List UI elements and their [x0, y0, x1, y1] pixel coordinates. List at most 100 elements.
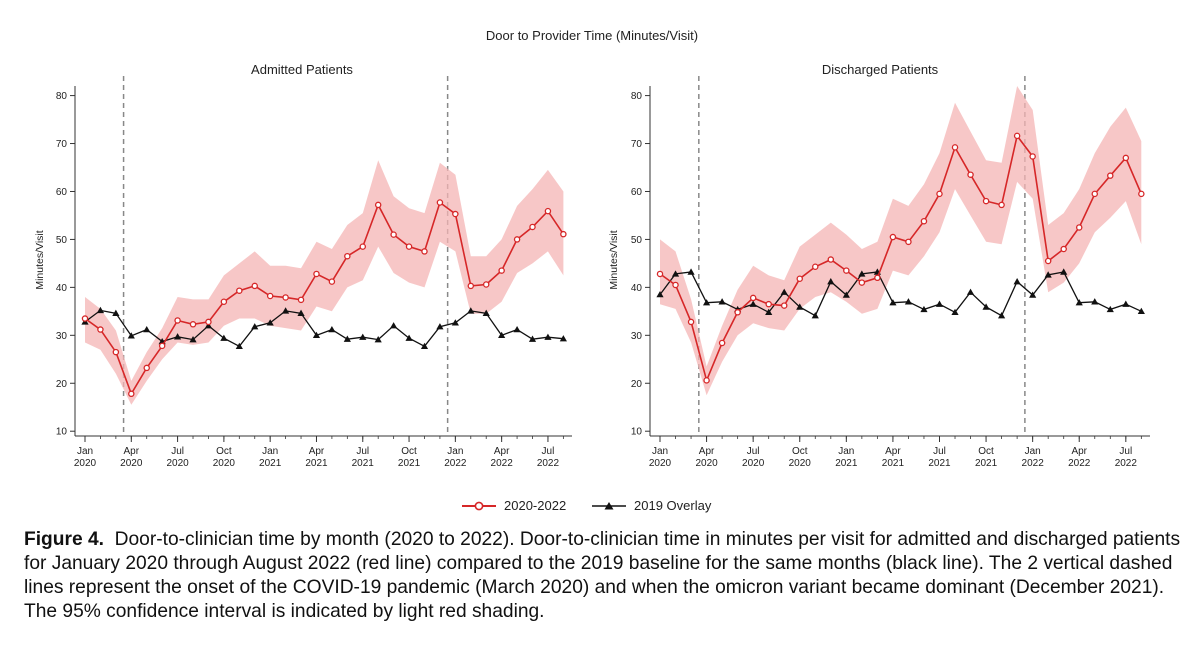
data-point-2020-2022	[1030, 154, 1035, 159]
data-point-2020-2022	[175, 318, 180, 323]
data-point-2020-2022	[859, 280, 864, 285]
legend-label-2019-overlay: 2019 Overlay	[634, 498, 712, 513]
data-point-2020-2022	[704, 378, 709, 383]
x-tick-label-year: 2022	[1115, 458, 1138, 469]
x-tick-label-month: Jan	[447, 446, 463, 457]
x-tick-label-month: Oct	[401, 446, 417, 457]
caption-text: Door-to-clinician time by month (2020 to…	[24, 529, 1180, 622]
x-tick-label-year: 2022	[444, 458, 467, 469]
x-tick-label-year: 2020	[742, 458, 765, 469]
x-tick-label-month: Jul	[747, 446, 760, 457]
caption-label: Figure 4.	[24, 529, 104, 550]
x-tick-label-year: 2020	[120, 458, 143, 469]
x-tick-label-month: Jan	[838, 446, 854, 457]
x-tick-label-year: 2020	[649, 458, 672, 469]
data-point-2020-2022	[813, 264, 818, 269]
x-tick-label-year: 2021	[305, 458, 328, 469]
data-point-2020-2022	[1092, 191, 1097, 196]
y-tick-label: 20	[56, 379, 68, 390]
y-tick-label: 30	[56, 331, 68, 342]
x-tick-label-month: Apr	[494, 446, 510, 457]
data-point-2020-2022	[720, 340, 725, 345]
data-point-2020-2022	[82, 316, 87, 321]
data-point-2020-2022	[1046, 258, 1051, 263]
data-point-2020-2022	[657, 271, 662, 276]
data-point-2020-2022	[453, 211, 458, 216]
y-tick-label: 50	[56, 235, 68, 246]
data-point-2020-2022	[283, 295, 288, 300]
x-tick-label-year: 2021	[975, 458, 998, 469]
data-point-2020-2022	[999, 202, 1004, 207]
y-tick-label: 10	[631, 427, 643, 438]
data-point-2020-2022	[144, 365, 149, 370]
figure-canvas: Door to Provider Time (Minutes/Visit) Ad…	[0, 0, 1200, 525]
y-tick-label: 40	[631, 283, 643, 294]
y-tick-label: 50	[631, 235, 643, 246]
data-point-2020-2022	[906, 239, 911, 244]
admitted-patients-chart: Admitted Patients Minutes/Visit 10203040…	[34, 62, 572, 469]
data-point-2020-2022	[499, 268, 504, 273]
y-axis-label: Minutes/Visit	[34, 230, 46, 289]
x-tick-label-month: Jan	[1025, 446, 1041, 457]
x-tick-label-month: Jul	[171, 446, 184, 457]
data-point-2020-2022	[437, 200, 442, 205]
x-tick-label-year: 2020	[74, 458, 97, 469]
x-tick-label-year: 2022	[1068, 458, 1091, 469]
y-tick-label: 60	[56, 187, 68, 198]
y-tick-label: 30	[631, 331, 643, 342]
y-tick-label: 60	[631, 187, 643, 198]
data-point-2020-2022	[673, 282, 678, 287]
x-tick-label-year: 2020	[213, 458, 236, 469]
data-point-2020-2022	[422, 249, 427, 254]
data-point-2020-2022	[875, 275, 880, 280]
data-point-2020-2022	[298, 297, 303, 302]
data-point-2020-2022	[160, 343, 165, 348]
data-point-2020-2022	[828, 257, 833, 262]
x-tick-label-year: 2021	[882, 458, 905, 469]
data-point-2020-2022	[406, 244, 411, 249]
legend: 2020-2022 2019 Overlay	[462, 498, 712, 513]
data-point-2020-2022	[561, 232, 566, 237]
x-tick-label-year: 2021	[398, 458, 421, 469]
x-tick-label-month: Jan	[77, 446, 93, 457]
data-point-2020-2022	[345, 254, 350, 259]
y-tick-label: 80	[56, 91, 68, 102]
data-point-2020-2022	[221, 299, 226, 304]
data-point-2020-2022	[751, 295, 756, 300]
data-point-2020-2022	[1139, 191, 1144, 196]
x-tick-label-month: Apr	[885, 446, 901, 457]
data-point-2020-2022	[484, 282, 489, 287]
x-tick-label-year: 2020	[789, 458, 812, 469]
y-tick-label: 40	[56, 283, 68, 294]
data-point-2020-2022	[545, 209, 550, 214]
super-title: Door to Provider Time (Minutes/Visit)	[486, 28, 698, 43]
x-tick-label-year: 2021	[352, 458, 375, 469]
x-tick-label-year: 2021	[928, 458, 951, 469]
data-point-2020-2022	[530, 224, 535, 229]
data-point-2020-2022	[1015, 133, 1020, 138]
data-point-2020-2022	[268, 293, 273, 298]
x-tick-label-year: 2021	[259, 458, 282, 469]
chart-title: Admitted Patients	[251, 62, 353, 77]
x-tick-label-year: 2022	[491, 458, 514, 469]
data-point-2020-2022	[129, 391, 134, 396]
data-point-2020-2022	[252, 283, 257, 288]
data-point-2020-2022	[391, 232, 396, 237]
x-tick-label-month: Jul	[1119, 446, 1132, 457]
chart-title: Discharged Patients	[822, 62, 939, 77]
legend-label-2020-2022: 2020-2022	[504, 498, 566, 513]
x-tick-label-year: 2020	[695, 458, 718, 469]
x-tick-label-year: 2020	[166, 458, 189, 469]
data-point-2020-2022	[890, 234, 895, 239]
data-point-2020-2022	[1077, 225, 1082, 230]
data-point-2020-2022	[113, 349, 118, 354]
discharged-patients-chart: Discharged Patients Minutes/Visit 10 20 30…	[608, 62, 1150, 469]
y-tick-label: 20	[631, 379, 643, 390]
data-point-2020-2022	[937, 191, 942, 196]
data-point-2020-2022	[1123, 155, 1128, 160]
x-tick-label-month: Jan	[262, 446, 278, 457]
x-tick-label-year: 2021	[835, 458, 858, 469]
x-tick-label-month: Oct	[216, 446, 232, 457]
data-point-2020-2022	[921, 219, 926, 224]
x-tick-label-year: 2022	[1022, 458, 1045, 469]
